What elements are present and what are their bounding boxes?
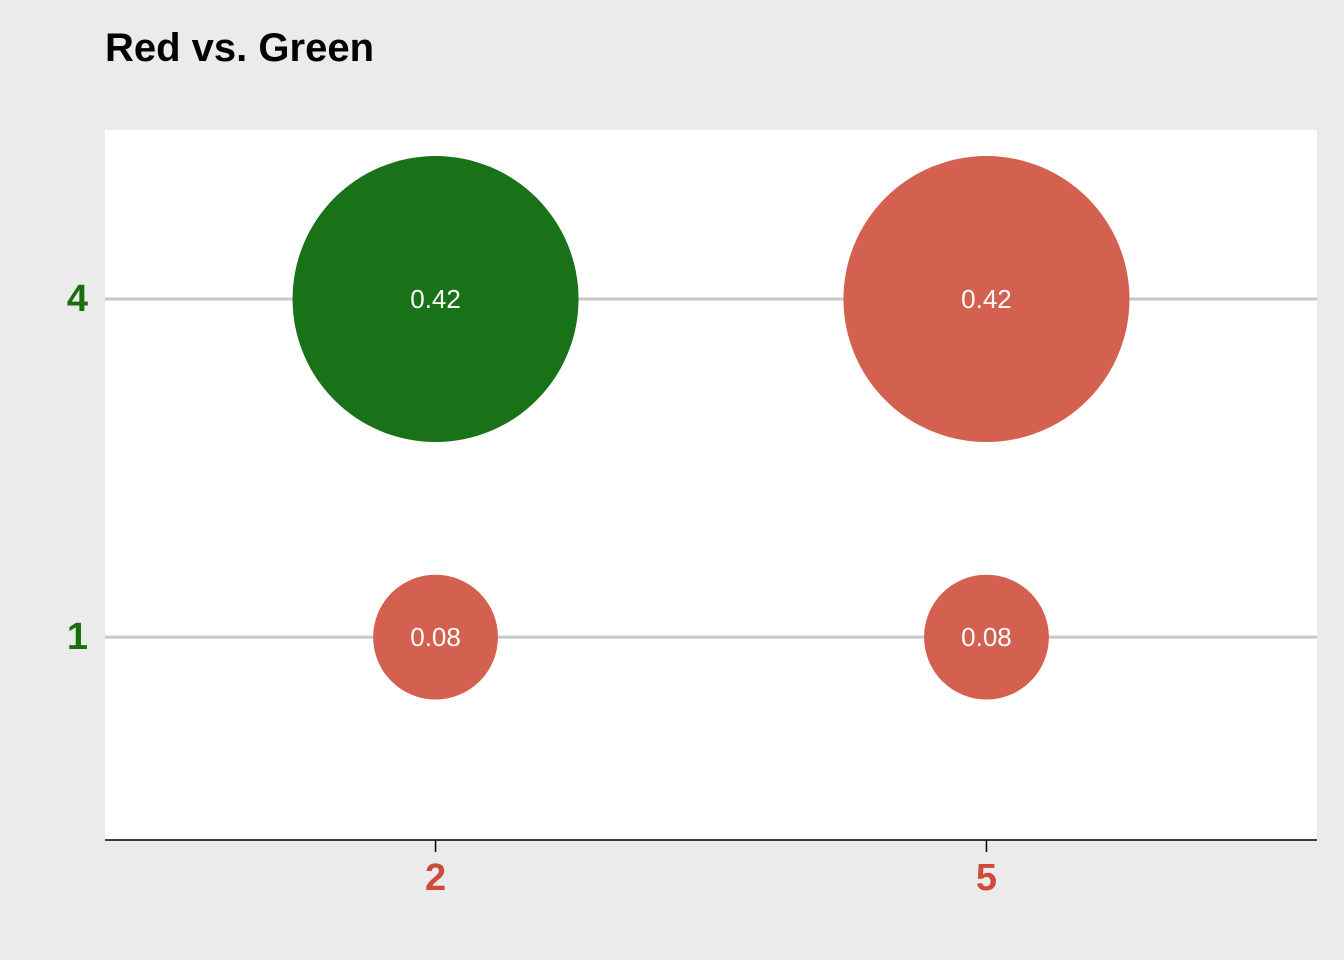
bubble-0 bbox=[292, 156, 579, 443]
bubble-2 bbox=[373, 574, 498, 700]
y-tick-label-1: 1 bbox=[67, 616, 88, 658]
bubble-1 bbox=[843, 156, 1130, 443]
x-tick-label-2: 2 bbox=[425, 857, 446, 899]
bubbles: 0.42 0.42 0.08 0.08 bbox=[292, 156, 1130, 700]
plot-panel bbox=[105, 130, 1317, 840]
bubble-label-0: 0.42 bbox=[410, 284, 461, 314]
y-tick-label-4: 4 bbox=[67, 278, 88, 320]
x-tick-label-5: 5 bbox=[976, 857, 997, 899]
bubble-label-1: 0.42 bbox=[961, 284, 1012, 314]
chart-title: Red vs. Green bbox=[105, 26, 375, 70]
bubble-label-2: 0.08 bbox=[410, 622, 461, 652]
bubble-label-3: 0.08 bbox=[961, 622, 1012, 652]
axis-ticks: 2 5 1 4 bbox=[67, 278, 997, 899]
bubble-3 bbox=[924, 574, 1049, 700]
